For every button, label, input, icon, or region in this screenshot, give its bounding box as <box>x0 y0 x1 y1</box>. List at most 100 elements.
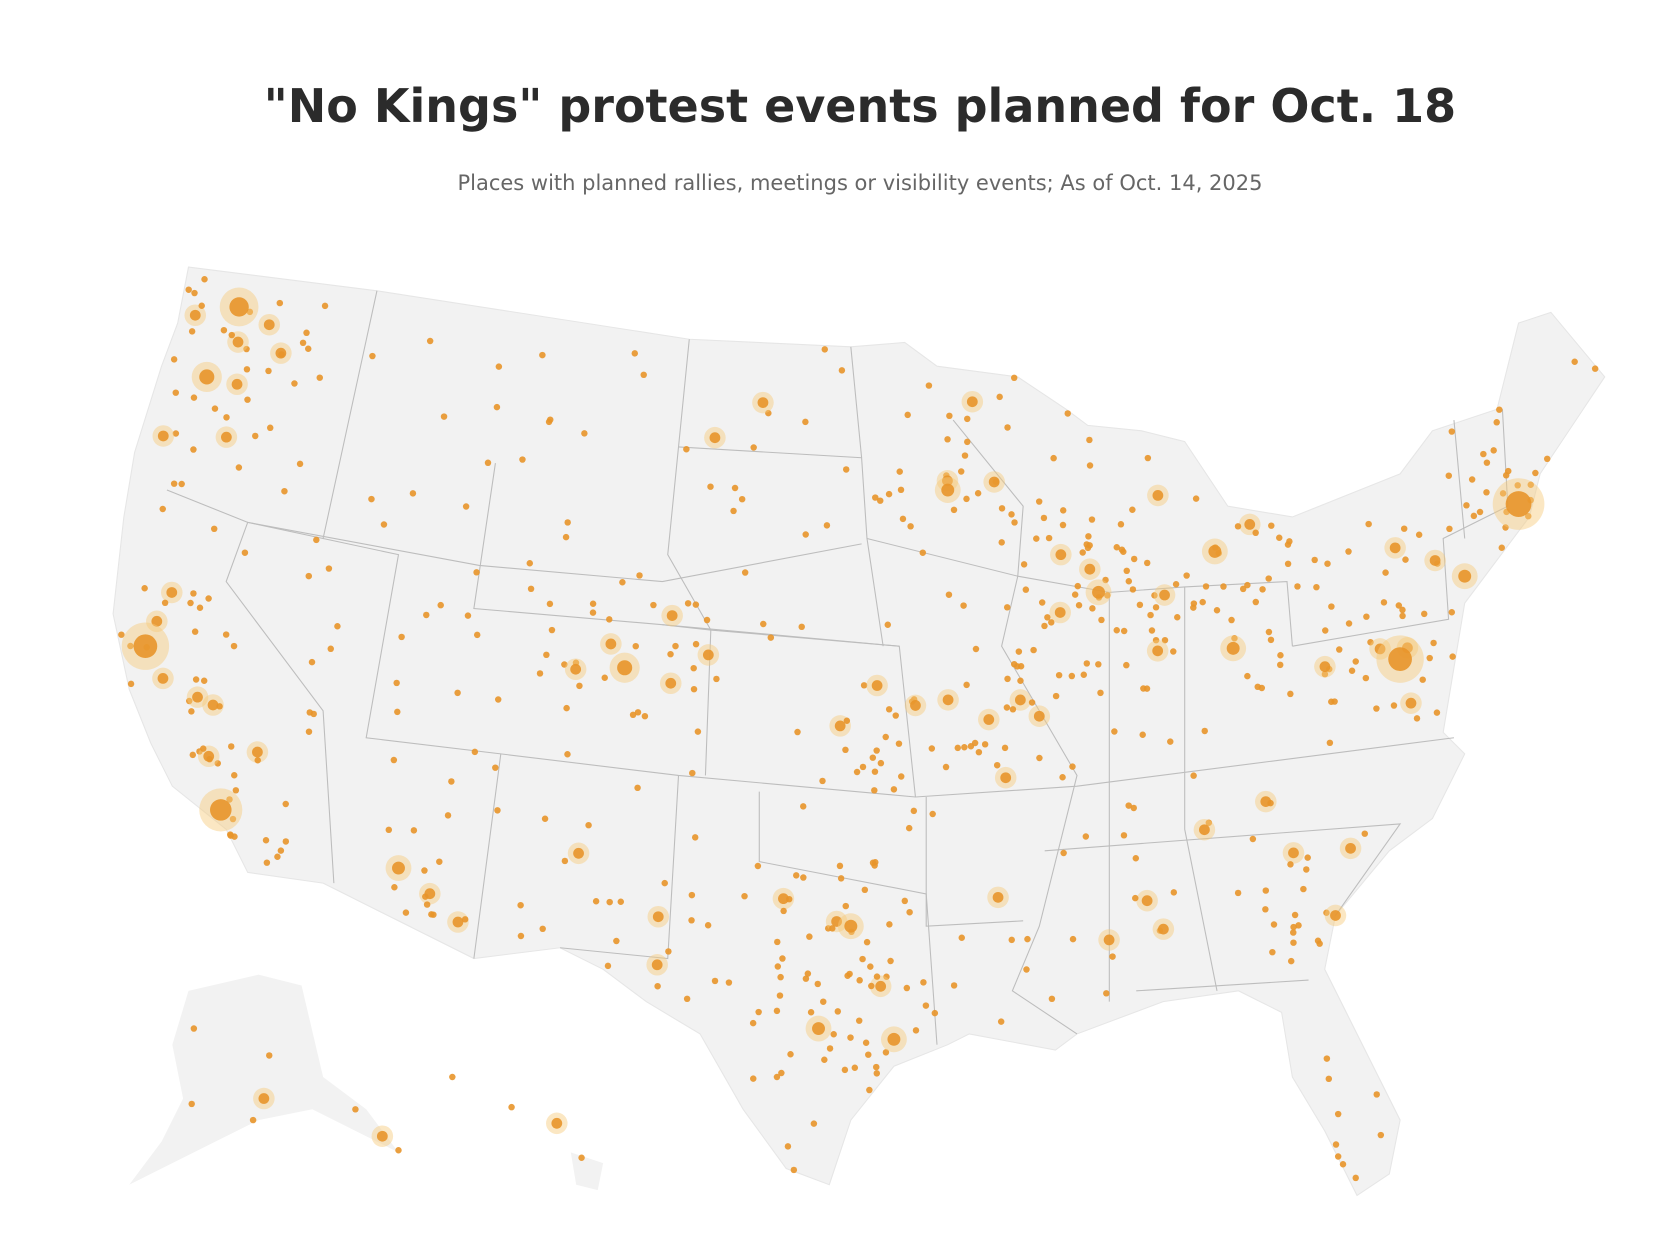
event-dot <box>495 363 503 370</box>
event-dot <box>198 302 205 309</box>
event-dot <box>1294 583 1301 590</box>
event-dot <box>1362 674 1370 682</box>
event-dot <box>831 916 842 927</box>
event-dot <box>190 446 197 453</box>
event-dot <box>912 1027 920 1034</box>
event-dot <box>266 424 274 432</box>
event-dot <box>1055 671 1063 679</box>
event-dot <box>1117 521 1125 528</box>
event-dot <box>1152 636 1160 644</box>
event-dot <box>192 676 200 683</box>
event-dot <box>589 600 597 607</box>
event-dot <box>1132 855 1140 862</box>
event-dot <box>755 1008 762 1016</box>
event-dot <box>821 1056 828 1063</box>
event-dot <box>229 815 237 823</box>
event-dot <box>1014 694 1026 706</box>
event-dot <box>1446 525 1453 533</box>
event-dot <box>1220 583 1227 590</box>
event-dot <box>484 459 492 467</box>
event-dot <box>998 539 1005 546</box>
event-dot <box>1502 472 1510 479</box>
event-dot <box>281 487 288 495</box>
event-dot <box>703 616 711 624</box>
event-dot <box>652 911 664 923</box>
event-dot <box>983 714 995 725</box>
event-dot <box>299 339 307 347</box>
event-dot <box>1086 542 1093 549</box>
event-dot <box>539 351 546 359</box>
event-dot <box>1252 598 1260 606</box>
event-dot <box>694 728 702 735</box>
event-dot <box>230 642 238 650</box>
event-dot <box>1365 520 1372 528</box>
event-dot <box>842 466 850 473</box>
event-dot <box>777 973 784 981</box>
event-dot <box>886 921 893 928</box>
event-dot <box>774 938 781 946</box>
event-dot <box>779 955 786 962</box>
event-dot <box>380 521 388 528</box>
event-dot <box>464 612 472 619</box>
event-dot <box>690 664 697 672</box>
event-dot <box>1276 534 1283 541</box>
event-dot <box>1284 541 1292 548</box>
event-dot <box>282 838 290 845</box>
event-dot <box>1226 641 1240 655</box>
event-dot <box>1332 1141 1340 1148</box>
event-dot <box>1003 604 1011 611</box>
event-dot <box>958 934 965 941</box>
event-dot <box>806 933 813 940</box>
event-dot <box>1527 481 1534 488</box>
event-dot <box>1139 731 1146 738</box>
event-dot <box>423 611 430 619</box>
event-dot <box>882 733 889 741</box>
event-dot <box>1199 598 1206 606</box>
event-dot <box>1113 627 1120 634</box>
event-dot <box>536 670 544 677</box>
event-dot <box>998 505 1006 512</box>
event-dot <box>421 867 428 874</box>
event-dot <box>1373 705 1380 712</box>
event-dot <box>1140 685 1147 692</box>
event-dot <box>376 1130 388 1142</box>
event-dot <box>1092 585 1106 599</box>
event-dot <box>972 645 980 653</box>
event-dot <box>604 962 612 970</box>
event-dot <box>190 590 197 597</box>
event-dot <box>861 886 869 894</box>
event-dot <box>1003 704 1011 711</box>
event-dot <box>901 897 909 905</box>
event-dot <box>1008 511 1015 518</box>
event-dot <box>790 1166 798 1174</box>
event-dot <box>837 875 845 882</box>
event-dot <box>249 1116 257 1124</box>
event-dot <box>1152 604 1160 611</box>
event-dot <box>749 1019 757 1027</box>
event-dot <box>436 858 443 865</box>
event-dot <box>1288 847 1299 859</box>
event-dot <box>308 658 316 666</box>
event-dot <box>494 696 502 703</box>
event-dot <box>896 468 903 475</box>
event-dot <box>1525 512 1532 520</box>
event-dot <box>1445 472 1453 479</box>
event-dot <box>807 1009 815 1016</box>
event-dot <box>278 351 285 358</box>
event-dot <box>1476 508 1484 516</box>
event-dot <box>905 824 913 832</box>
event-dot <box>1374 643 1386 655</box>
event-dot <box>581 430 588 437</box>
event-dot <box>210 799 232 821</box>
event-dot <box>1083 660 1091 667</box>
event-dot <box>494 807 501 814</box>
event-dot <box>188 328 196 335</box>
event-dot <box>738 495 746 503</box>
event-dot <box>1334 1153 1342 1160</box>
event-dot <box>899 515 907 523</box>
event-dot <box>605 638 617 650</box>
event-dot <box>631 350 639 357</box>
event-dot <box>842 746 849 754</box>
